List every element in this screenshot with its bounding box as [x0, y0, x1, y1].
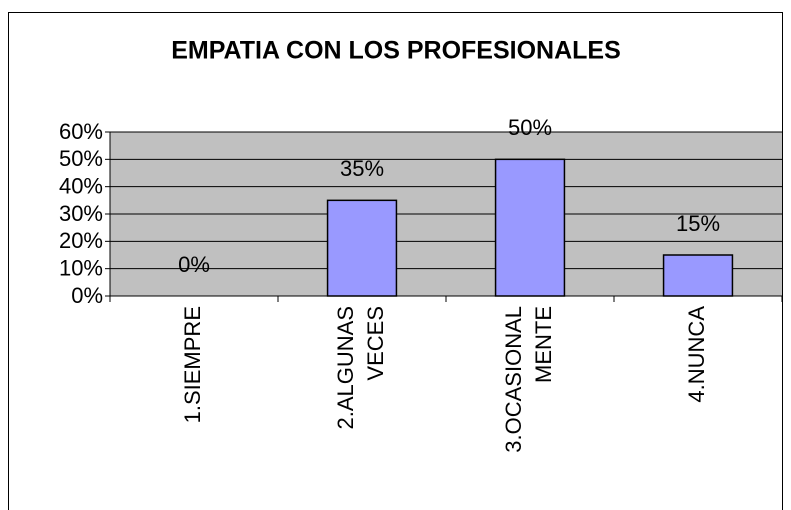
bar	[326, 199, 398, 297]
data-label: 50%	[508, 115, 552, 140]
x-tick-label: VECES	[363, 306, 388, 381]
x-tick-label: 4.NUNCA	[684, 306, 709, 403]
data-label: 0%	[178, 252, 210, 277]
y-tick-label: 60%	[59, 119, 103, 144]
x-tick-label: MENTE	[531, 306, 556, 383]
x-tick-label: 1.SIEMPRE	[180, 306, 205, 423]
bar	[494, 158, 566, 297]
y-tick-label: 30%	[59, 201, 103, 226]
data-label: 15%	[676, 211, 720, 236]
x-tick-label: 2.ALGUNAS	[333, 306, 358, 430]
y-tick-label: 20%	[59, 228, 103, 253]
chart-title: EMPATIA CON LOS PROFESIONALES	[171, 37, 621, 65]
x-tick-label: 3.OCASIONAL	[501, 306, 526, 453]
bar	[662, 254, 734, 297]
y-tick-label: 10%	[59, 255, 103, 280]
y-tick-label: 40%	[59, 173, 103, 198]
y-tick-label: 0%	[71, 283, 103, 308]
y-tick-label: 50%	[59, 146, 103, 171]
data-label: 35%	[340, 156, 384, 181]
